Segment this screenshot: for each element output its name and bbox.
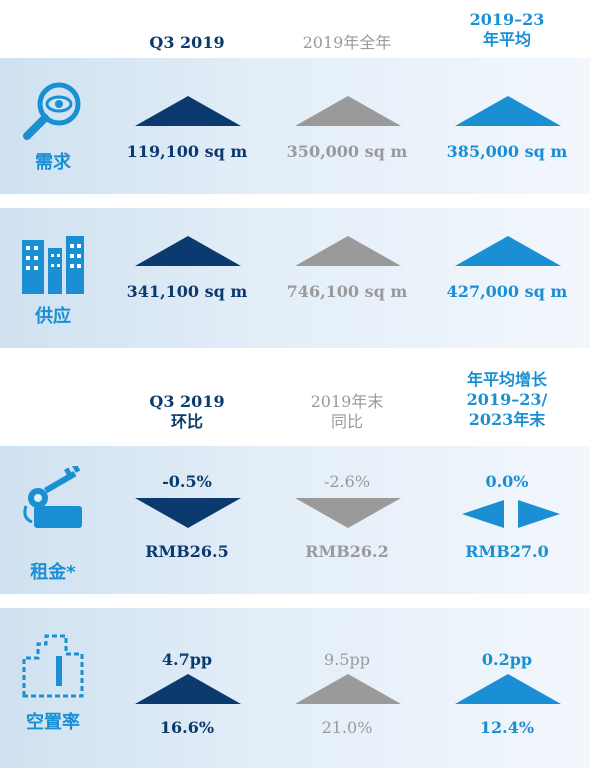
rent-year-down-triangle: [295, 498, 401, 528]
vacancy-q3-up-triangle: [135, 674, 241, 704]
vacancy-icon-box: 空置率: [18, 634, 88, 733]
demand-row: 需求 119,100 sq m 350,000 sq m 385,000 sq …: [0, 58, 590, 194]
header-2019-23-line2: 年平均: [482, 30, 531, 49]
supply-avg-up-triangle: [455, 236, 561, 266]
rent-q3-down-triangle: [135, 498, 241, 528]
demand-avg-up-triangle: [455, 96, 561, 126]
magnifier-eye-icon: [23, 82, 81, 140]
key-hand-icon: [23, 463, 82, 528]
header-q3-qoq-line2: 环比: [170, 412, 203, 431]
header-avg-growth-line3: 2023年末: [468, 410, 546, 429]
rent-icon-box: 租金*: [18, 463, 88, 583]
rent-year-value: RMB26.2: [305, 542, 389, 561]
demand-q3-value: 119,100 sq m: [126, 142, 248, 161]
supply-q3-up-triangle: [135, 236, 241, 266]
vacancy-year-up-triangle: [295, 674, 401, 704]
vacancy-year-change: 9.5pp: [324, 650, 370, 669]
header-2019-full-year: 2019年全年: [302, 33, 392, 52]
vacancy-avg-up-triangle: [455, 674, 561, 704]
header-q3-2019: Q3 2019: [149, 33, 225, 52]
supply-year-up-triangle: [295, 236, 401, 266]
rent-avg-flat-arrows: [462, 500, 560, 528]
supply-avg-value: 427,000 sq m: [446, 282, 568, 301]
header-q3-qoq: Q3 2019 环比: [112, 392, 262, 432]
vacancy-row: 空置率 4.7pp 9.5pp 0.2pp 16.6% 21.0% 12.4%: [0, 608, 590, 768]
rent-q3-value: RMB26.5: [145, 542, 229, 561]
demand-year-up-triangle: [295, 96, 401, 126]
demand-icon-box: 需求: [18, 80, 88, 173]
vacancy-year-value: 21.0%: [321, 718, 373, 737]
rent-q3-change: -0.5%: [162, 472, 212, 491]
rent-label: 租金*: [30, 562, 76, 583]
rent-avg-change: 0.0%: [485, 472, 529, 491]
header-2019-23-avg: 2019–23 年平均: [432, 10, 582, 50]
demand-label: 需求: [35, 152, 71, 173]
header-2019-end-line2: 同比: [330, 412, 363, 431]
vacancy-q3-change: 4.7pp: [161, 650, 213, 669]
rent-row: 租金* -0.5% -2.6% 0.0% RMB26.5 RMB26.2 RMB…: [0, 446, 590, 594]
buildings-icon: [22, 236, 84, 294]
header-2019-end-line1: 2019年末: [310, 392, 384, 411]
rent-year-change: -2.6%: [323, 472, 371, 491]
supply-q3-value: 341,100 sq m: [126, 282, 248, 301]
header-q3-qoq-line1: Q3 2019: [149, 392, 225, 411]
vacancy-label: 空置率: [26, 712, 80, 733]
vacant-building-icon: [22, 634, 84, 698]
supply-label: 供应: [35, 306, 71, 327]
header-avg-growth: 年平均增长 2019–23/ 2023年末: [432, 370, 582, 430]
vacancy-avg-change: 0.2pp: [481, 650, 533, 669]
header-avg-growth-line2: 2019–23/: [466, 390, 548, 409]
header-2019-end-yoy: 2019年末 同比: [272, 392, 422, 432]
header-2019-23-line1: 2019–23: [469, 10, 545, 29]
vacancy-q3-value: 16.6%: [159, 718, 215, 737]
demand-year-value: 350,000 sq m: [286, 142, 408, 161]
demand-q3-up-triangle: [135, 96, 241, 126]
supply-row: 供应 341,100 sq m 746,100 sq m 427,000 sq …: [0, 208, 590, 348]
demand-avg-value: 385,000 sq m: [446, 142, 568, 161]
supply-year-value: 746,100 sq m: [286, 282, 408, 301]
header-avg-growth-line1: 年平均增长: [466, 370, 547, 389]
rent-avg-value: RMB27.0: [465, 542, 549, 561]
supply-icon-box: 供应: [18, 234, 88, 327]
vacancy-avg-value: 12.4%: [479, 718, 535, 737]
